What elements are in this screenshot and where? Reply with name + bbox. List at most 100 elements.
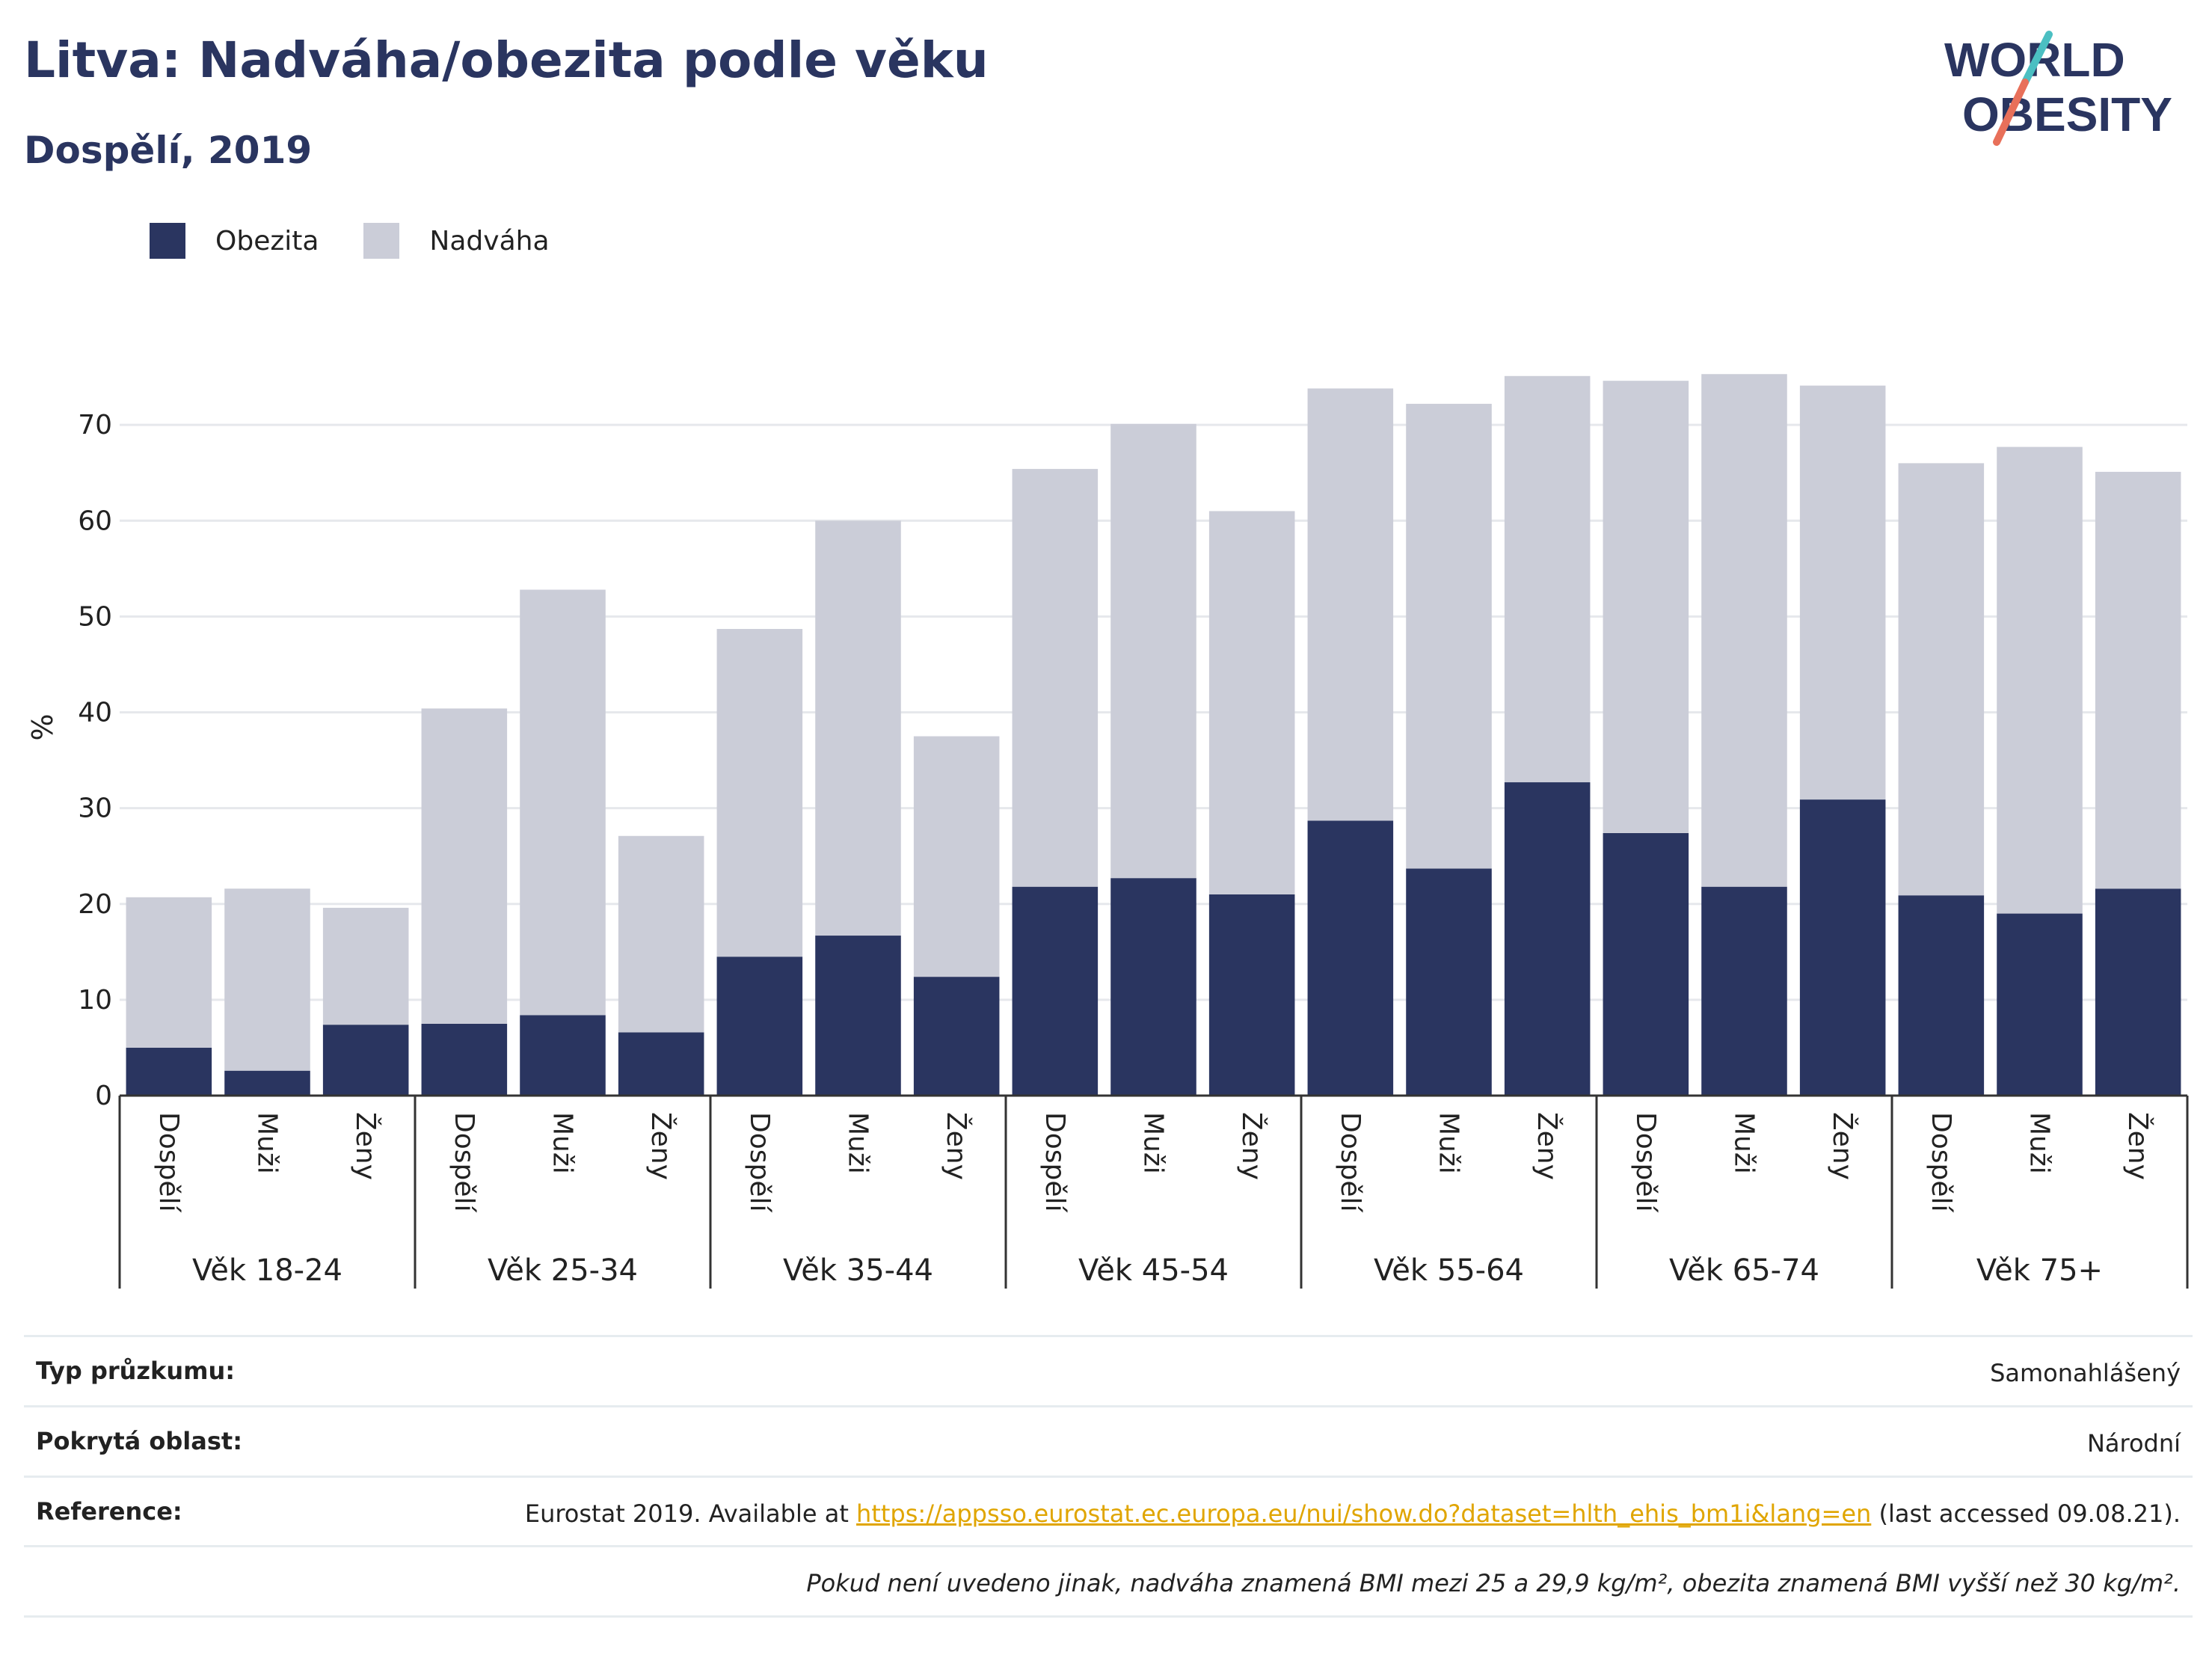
bar-overweight <box>1799 385 1886 800</box>
x-category-label: Dospělí <box>1926 1112 1956 1213</box>
bar-obesity <box>1504 782 1591 1096</box>
bar-overweight <box>520 589 606 1016</box>
bar-obesity <box>2095 888 2181 1096</box>
bar-overweight <box>2095 471 2181 889</box>
reference-suffix: (last accessed 09.08.21). <box>1871 1499 2181 1528</box>
bar-obesity <box>1799 799 1886 1096</box>
y-tick-label: 60 <box>78 506 112 536</box>
x-category-label: Dospělí <box>449 1112 479 1213</box>
world-obesity-logo: WORLD OBESITY <box>1944 31 2172 146</box>
reference-label: Reference: <box>36 1496 182 1526</box>
x-category-label: Muži <box>843 1112 873 1174</box>
bar-overweight <box>1012 469 1099 887</box>
legend-item-obesity: Obezita <box>150 223 319 259</box>
survey-type-value: Samonahlášený <box>1990 1359 2181 1387</box>
bar-overweight <box>322 907 409 1025</box>
x-group-label: Věk 25-34 <box>488 1253 638 1288</box>
x-group-label: Věk 65-74 <box>1669 1253 1819 1288</box>
stacked-bar-chart: 0 10 20 30 40 50 60 70% Dospělí Muži Ženy Dospělí Mu… <box>26 374 2189 1289</box>
bar-obesity <box>1406 868 1492 1096</box>
survey-type-label: Typ průzkumu: <box>36 1357 236 1385</box>
x-category-label: Dospělí <box>744 1112 775 1213</box>
legend-label-obesity: Obezita <box>215 225 319 257</box>
bar-obesity <box>1701 886 1787 1096</box>
chart-subtitle: Dospělí, 2019 <box>24 129 313 172</box>
x-group-label: Věk 18-24 <box>192 1253 342 1288</box>
x-category-label: Dospělí <box>1039 1112 1070 1213</box>
bar-obesity <box>1898 895 1985 1096</box>
x-category-label: Muži <box>1138 1112 1169 1174</box>
bar-obesity <box>815 936 901 1096</box>
bar-obesity <box>618 1032 704 1096</box>
legend-label-overweight: Nadváha <box>429 225 550 257</box>
logo-slash-top-icon <box>2021 31 2053 86</box>
meta-row-survey-type: Typ průzkumu: Samonahlášený <box>24 1335 2193 1405</box>
bar-overweight <box>1603 381 1689 833</box>
bar-obesity <box>224 1070 310 1096</box>
y-tick-label: 40 <box>78 698 112 728</box>
bar-obesity <box>126 1047 212 1096</box>
bar-overweight <box>224 888 310 1071</box>
y-tick-label: 0 <box>95 1081 112 1111</box>
area-value: Národní <box>2086 1428 2181 1458</box>
bar-overweight <box>1504 375 1591 783</box>
bar-obesity <box>520 1015 606 1096</box>
x-category-label: Muži <box>1434 1112 1464 1174</box>
x-category-label: Muži <box>2024 1112 2055 1174</box>
bar-overweight <box>1208 511 1295 894</box>
bar-overweight <box>126 897 212 1048</box>
x-category-label: Ženy <box>1236 1112 1268 1180</box>
bar-overweight <box>1110 423 1196 879</box>
meta-row-reference: Reference: Eurostat 2019. Available at h… <box>24 1475 2193 1546</box>
x-category-label: Ženy <box>2122 1112 2154 1180</box>
bar-overweight <box>618 835 704 1033</box>
y-axis-label: % <box>26 713 59 740</box>
x-group-label: Věk 35-44 <box>783 1253 933 1288</box>
legend-item-overweight: Nadváha <box>363 223 550 259</box>
x-category-label: Muži <box>1729 1112 1760 1174</box>
reference-link[interactable]: https://appsso.eurostat.ec.europa.eu/nui… <box>856 1499 1872 1528</box>
bar-overweight <box>1898 463 1985 896</box>
y-tick-label: 50 <box>78 601 112 632</box>
x-group-label: Věk 45-54 <box>1078 1253 1229 1288</box>
x-category-label: Ženy <box>941 1112 972 1180</box>
x-category-label: Ženy <box>645 1112 677 1180</box>
x-group-label: Věk 55-64 <box>1374 1253 1524 1288</box>
bar-obesity <box>1603 832 1689 1096</box>
x-category-label: Muži <box>252 1112 283 1174</box>
reference-prefix: Eurostat 2019. Available at <box>524 1499 857 1528</box>
y-tick-label: 20 <box>78 889 112 920</box>
x-category-label: Ženy <box>350 1112 381 1180</box>
bar-obesity <box>913 977 1000 1096</box>
bar-overweight <box>1997 446 2083 914</box>
x-category-label: Ženy <box>1827 1112 1858 1180</box>
area-label: Pokrytá oblast: <box>36 1426 242 1455</box>
bar-overweight <box>421 708 508 1024</box>
meta-table: Typ průzkumu: Samonahlášený Pokrytá obla… <box>24 1335 2193 1618</box>
bar-obesity <box>1307 820 1394 1096</box>
bar-obesity <box>1012 886 1099 1096</box>
y-tick-label: 30 <box>78 793 112 824</box>
bar-obesity <box>716 957 803 1096</box>
bar-obesity <box>1208 894 1295 1096</box>
logo-slash-bottom-icon <box>1993 79 2029 146</box>
bar-overweight <box>1406 403 1492 869</box>
reference-value: Eurostat 2019. Available at https://apps… <box>525 1497 2181 1531</box>
bar-obesity <box>322 1025 409 1096</box>
x-category-label: Dospělí <box>153 1112 184 1213</box>
bar-obesity <box>1997 913 2083 1096</box>
bar-overweight <box>1307 388 1394 821</box>
bar-overweight <box>913 736 1000 977</box>
x-category-label: Ženy <box>1531 1112 1563 1180</box>
bar-overweight <box>716 629 803 957</box>
legend: Obezita Nadváha <box>150 223 595 259</box>
bar-overweight <box>815 521 901 936</box>
bar-overweight <box>1701 374 1787 887</box>
x-group-label: Věk 75+ <box>1976 1253 2103 1288</box>
x-category-label: Dospělí <box>1335 1112 1365 1213</box>
meta-row-note: Pokud není uvedeno jinak, nadváha znamen… <box>24 1545 2193 1618</box>
meta-row-area: Pokrytá oblast: Národní <box>24 1404 2193 1476</box>
definition-note: Pokud není uvedeno jinak, nadváha znamen… <box>806 1569 2181 1598</box>
x-category-label: Dospělí <box>1630 1112 1661 1213</box>
y-tick-label: 10 <box>78 985 112 1016</box>
